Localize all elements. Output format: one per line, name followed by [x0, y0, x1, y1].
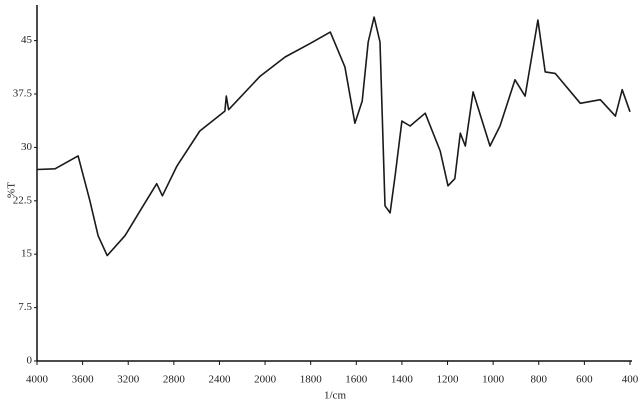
x-tick-label: 2800	[163, 374, 186, 386]
x-tick-label: 3600	[72, 374, 95, 386]
y-axis-label: %T	[6, 182, 18, 198]
y-tick-label: 0	[27, 355, 33, 367]
x-tick-label: 3200	[117, 374, 140, 386]
y-tick-label: 37.5	[13, 88, 33, 100]
x-tick-label: 2000	[254, 374, 277, 386]
y-tick-label: 22.5	[13, 194, 33, 206]
x-tick-label: 1600	[345, 374, 368, 386]
x-tick-label: 1000	[482, 374, 505, 386]
y-tick-label: 7.5	[18, 301, 32, 313]
x-tick-label: 1800	[300, 374, 323, 386]
y-tick-label: 15	[21, 248, 33, 260]
x-tick-label: 800	[531, 374, 548, 386]
x-tick-label: 600	[576, 374, 593, 386]
x-tick-label: 1200	[437, 374, 460, 386]
y-tick-label: 45	[21, 34, 33, 46]
spectrum-line	[36, 16, 631, 257]
x-axis-label: 1/cm	[324, 390, 346, 402]
x-tick-label: 4000	[26, 374, 49, 386]
x-tick-label: 2400	[208, 374, 231, 386]
x-tick-label: 400	[622, 374, 639, 386]
y-tick-label: 30	[21, 141, 33, 153]
x-tick-label: 1400	[391, 374, 414, 386]
